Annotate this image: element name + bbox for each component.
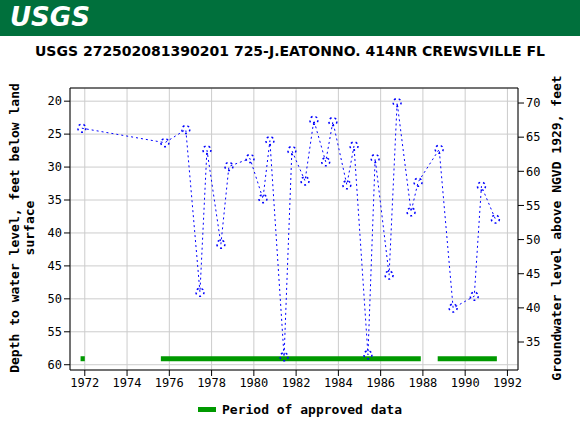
html-text:Period of approved data: Period of approved data	[222, 402, 402, 417]
svg-text:1980: 1980	[239, 376, 268, 390]
svg-text:1982: 1982	[282, 376, 311, 390]
svg-text:1992: 1992	[493, 376, 522, 390]
svg-text:30: 30	[48, 160, 62, 174]
html-text:USGS: USGS	[10, 2, 90, 32]
svg-text:50: 50	[526, 233, 540, 247]
svg-text:20: 20	[48, 94, 62, 108]
svg-text:70: 70	[526, 96, 540, 110]
svg-text:25: 25	[48, 127, 62, 141]
svg-text:35: 35	[48, 193, 62, 207]
svg-text:1976: 1976	[155, 376, 184, 390]
svg-text:1974: 1974	[113, 376, 142, 390]
svg-text:1988: 1988	[408, 376, 437, 390]
svg-text:65: 65	[526, 130, 540, 144]
svg-text:1986: 1986	[366, 376, 395, 390]
svg-text:35: 35	[526, 335, 540, 349]
html-text:USGS 272502081390201 725-J.EAT: USGS 272502081390201 725-J.EATONNO. 414N…	[35, 43, 545, 59]
svg-text:40: 40	[48, 226, 62, 240]
svg-text:1978: 1978	[197, 376, 226, 390]
svg-text:60: 60	[48, 358, 62, 372]
html-text:Groundwater level above NGVD 1: Groundwater level above NGVD 1929, feet	[548, 75, 564, 381]
svg-text:40: 40	[526, 301, 540, 315]
svg-text:55: 55	[48, 325, 62, 339]
svg-text:55: 55	[526, 199, 540, 213]
svg-text:60: 60	[526, 165, 540, 179]
svg-text:50: 50	[48, 292, 62, 306]
svg-text:45: 45	[526, 267, 540, 281]
svg-text:1990: 1990	[451, 376, 480, 390]
svg-text:1984: 1984	[324, 376, 353, 390]
svg-text:1972: 1972	[70, 376, 99, 390]
html-text:Depth to water level, feet bel: Depth to water level, feet below land su…	[7, 83, 37, 373]
svg-text:45: 45	[48, 259, 62, 273]
